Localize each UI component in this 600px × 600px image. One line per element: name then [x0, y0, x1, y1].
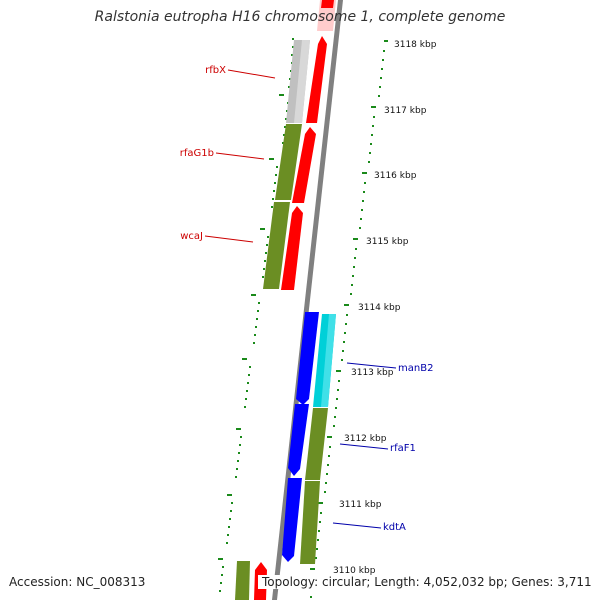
gene-label-rfaG1b: rfaG1b	[180, 148, 214, 159]
leader-kdtA	[332, 522, 382, 529]
tick-label: 3112 kbp	[344, 434, 387, 444]
gene-olive-fragment-bottom	[235, 561, 250, 600]
gene-label-rfaF1: rfaF1	[390, 443, 416, 454]
gene-label-manB2: manB2	[398, 363, 433, 374]
gene-label-rfbX: rfbX	[205, 65, 226, 76]
gene-label-wcaJ: wcaJ	[180, 231, 203, 242]
gene-kdtA	[300, 481, 320, 564]
gene-red-arrow-2	[292, 127, 316, 203]
leader-rfbX	[227, 69, 276, 79]
outer-tick-ring	[310, 40, 388, 598]
gene-rfaF1	[305, 408, 328, 480]
gene-blue-arrow-3	[282, 478, 302, 562]
gene-rfaG1b	[275, 124, 302, 200]
gene-blue-arrow-1	[296, 312, 319, 405]
gene-manB2-shade	[321, 314, 336, 407]
gene-label-kdtA: kdtA	[383, 522, 406, 533]
tick-label: 3111 kbp	[339, 500, 382, 510]
leader-rfaF1	[339, 443, 389, 450]
accession-label: Accession: NC_008313	[9, 575, 146, 589]
tick-label: 3115 kbp	[366, 237, 409, 247]
genome-stats-label: Topology: circular; Length: 4,052,032 bp…	[258, 575, 600, 589]
leader-wcaJ	[204, 235, 254, 243]
tick-label: 3118 kbp	[394, 40, 437, 50]
gene-red-arrow-1	[306, 36, 327, 123]
map-title: Ralstonia eutropha H16 chromosome 1, com…	[94, 9, 506, 25]
leader-rfaG1b	[215, 152, 265, 160]
gene-blue-arrow-2	[288, 404, 309, 476]
gene-rfbX-shade	[294, 40, 310, 123]
leader-manB2	[346, 362, 397, 369]
gene-red-arrow-3	[281, 206, 303, 290]
red-gene-fragment-top	[321, 0, 334, 8]
tick-label: 3113 kbp	[351, 368, 394, 378]
tick-label: 3117 kbp	[384, 106, 427, 116]
gene-wcaJ	[263, 202, 290, 289]
tick-label: 3114 kbp	[358, 303, 401, 313]
tick-label: 3110 kbp	[333, 566, 376, 576]
chromosome-backbone	[272, 0, 343, 600]
tick-label: 3116 kbp	[374, 171, 417, 181]
